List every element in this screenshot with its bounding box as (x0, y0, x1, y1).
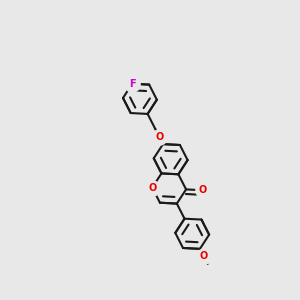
Text: F: F (129, 79, 136, 89)
Text: O: O (199, 185, 207, 195)
Text: O: O (200, 251, 208, 261)
Text: O: O (155, 132, 164, 142)
Text: O: O (148, 183, 156, 193)
